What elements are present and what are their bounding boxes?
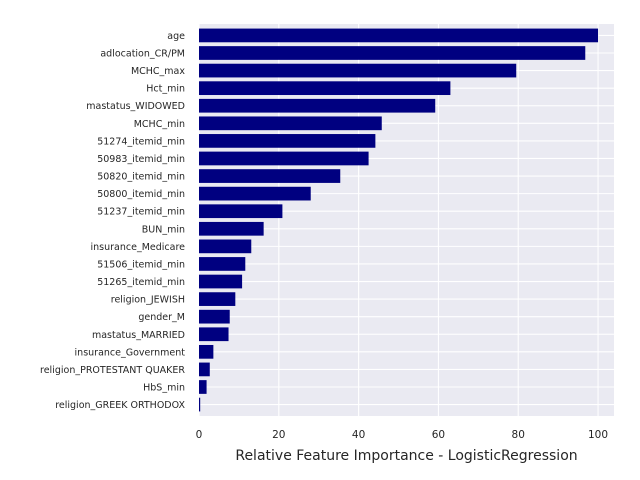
bar-50983-itemid-min — [199, 151, 369, 166]
category-label: MCHC_min — [134, 119, 185, 130]
category-label: HbS_min — [143, 382, 185, 393]
bar-adlocation-cr-pm — [199, 46, 586, 60]
bar-insurance-medicare — [199, 239, 252, 254]
bar-mchc-max — [199, 63, 517, 78]
category-label: 50820_itemid_min — [97, 172, 185, 183]
category-label: adlocation_CR/PM — [100, 49, 185, 60]
category-label: 51237_itemid_min — [97, 207, 185, 218]
x-tick-label: 40 — [352, 429, 365, 441]
category-labels: age adlocation_CR/PM MCHC_max Hct_minmastat… — [40, 31, 185, 411]
bar-hbs-min — [199, 380, 207, 394]
category-label: mastatus_WIDOWED — [86, 101, 185, 112]
category-label: 51506_itemid_min — [97, 259, 185, 270]
bar-51237-itemid-min — [199, 204, 283, 219]
category-label: mastatus_MARRIED — [92, 330, 185, 341]
bar-age — [199, 28, 599, 43]
category-label: gender_M — [138, 312, 185, 323]
x-axis-label: Relative Feature Importance - LogisticRe… — [235, 448, 577, 464]
x-tick-labels: 0 20 40 60 80 100 — [196, 429, 608, 441]
category-label: insurance_Medicare — [91, 242, 186, 253]
category-label: age — [167, 31, 185, 42]
category-label: religion_JEWISH — [111, 295, 185, 306]
bars — [199, 28, 599, 412]
category-label: 50983_itemid_min — [97, 154, 185, 165]
category-label: BUN_min — [142, 224, 185, 235]
bar-50800-itemid-min — [199, 186, 311, 201]
bar-insurance-government — [199, 344, 214, 359]
bar-religion-greek-orthodox — [199, 397, 201, 412]
bar-50820-itemid-min — [199, 169, 341, 183]
bar-mastatus-married — [199, 327, 229, 342]
bar-hct-min — [199, 81, 451, 96]
bar-religion-protestant-quaker — [199, 362, 210, 377]
category-label: MCHC_max — [131, 66, 185, 77]
category-label: 50800_itemid_min — [97, 189, 185, 200]
category-label: religion_GREEK ORTHODOX — [55, 400, 185, 411]
category-label: religion_PROTESTANT QUAKER — [40, 365, 185, 376]
x-tick-label: 100 — [588, 429, 608, 441]
bar-mchc-min — [199, 116, 382, 131]
category-label: 51274_itemid_min — [97, 136, 185, 147]
bar-religion-jewish — [199, 292, 236, 306]
bar-51265-itemid-min — [199, 274, 243, 289]
x-tick-label: 80 — [512, 429, 525, 441]
category-label: Hct_min — [146, 84, 185, 95]
bar-bun-min — [199, 221, 264, 236]
bar-51506-itemid-min — [199, 257, 246, 271]
x-tick-label: 20 — [272, 429, 285, 441]
x-tick-label: 0 — [196, 429, 203, 441]
category-label: 51265_itemid_min — [97, 277, 185, 288]
bar-mastatus-widowed — [199, 98, 436, 113]
bar-gender-m — [199, 309, 230, 324]
category-label: insurance_Government — [75, 347, 186, 358]
x-tick-label: 60 — [432, 429, 445, 441]
bar-51274-itemid-min — [199, 134, 376, 148]
